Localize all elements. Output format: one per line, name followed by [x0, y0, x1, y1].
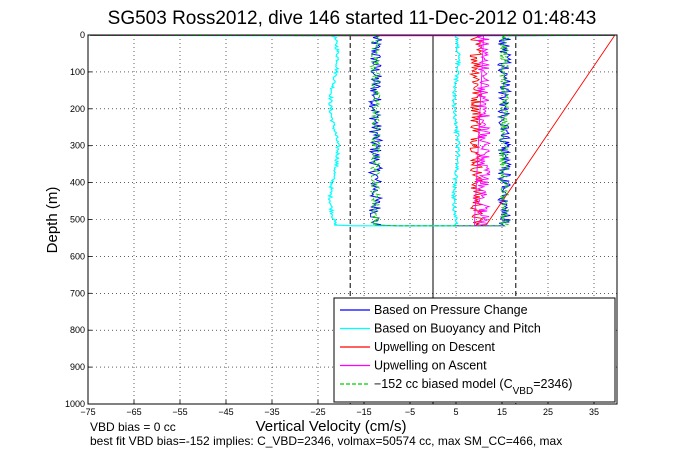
- legend-entry-3: Upwelling on Descent: [374, 340, 495, 354]
- series-line-5: [90, 34, 615, 227]
- legend: Based on Pressure Change Based on Buoyanc…: [333, 297, 616, 403]
- footer-best-fit: best fit VBD bias=-152 implies: C_VBD=23…: [90, 434, 563, 448]
- footer-vbd-bias: VBD bias = 0 cc: [90, 420, 176, 434]
- x-tick-label: 5: [453, 407, 458, 417]
- x-tick-label: −25: [310, 407, 325, 417]
- y-tick-label: 800: [70, 325, 85, 335]
- x-tick-label: −55: [172, 407, 187, 417]
- y-tick-label: 600: [70, 251, 85, 261]
- x-tick-label: −15: [356, 407, 371, 417]
- x-tick-label: 15: [497, 407, 507, 417]
- y-tick-label: 0: [80, 30, 85, 40]
- legend-box: [333, 297, 616, 403]
- x-tick-label: 25: [543, 407, 553, 417]
- series-line-2: [90, 34, 615, 227]
- legend-entry-2: Based on Buoyancy and Pitch: [374, 322, 541, 336]
- y-tick-label: 100: [70, 67, 85, 77]
- x-tick-label: 35: [589, 407, 599, 417]
- x-tick-label: −5: [405, 407, 415, 417]
- x-tick-label: −45: [218, 407, 233, 417]
- x-tick-label: −35: [264, 407, 279, 417]
- series-line-4: [90, 34, 615, 226]
- x-axis-label: Vertical Velocity (cm/s): [256, 418, 407, 435]
- y-tick-label: 1000: [65, 399, 85, 409]
- legend-entry-4: Upwelling on Ascent: [374, 359, 487, 373]
- legend-entry-1: Based on Pressure Change: [374, 303, 528, 317]
- y-tick-label: 900: [70, 362, 85, 372]
- y-tick-label: 300: [70, 141, 85, 151]
- x-tick-label: −65: [126, 407, 141, 417]
- x-tick-label: −75: [80, 407, 95, 417]
- y-tick-label: 700: [70, 288, 85, 298]
- y-tick-label: 500: [70, 215, 85, 225]
- chart-title: SG503 Ross2012, dive 146 started 11-Dec-…: [108, 8, 597, 29]
- y-tick-label: 200: [70, 104, 85, 114]
- y-axis-label: Depth (m): [44, 187, 61, 254]
- y-tick-label: 400: [70, 178, 85, 188]
